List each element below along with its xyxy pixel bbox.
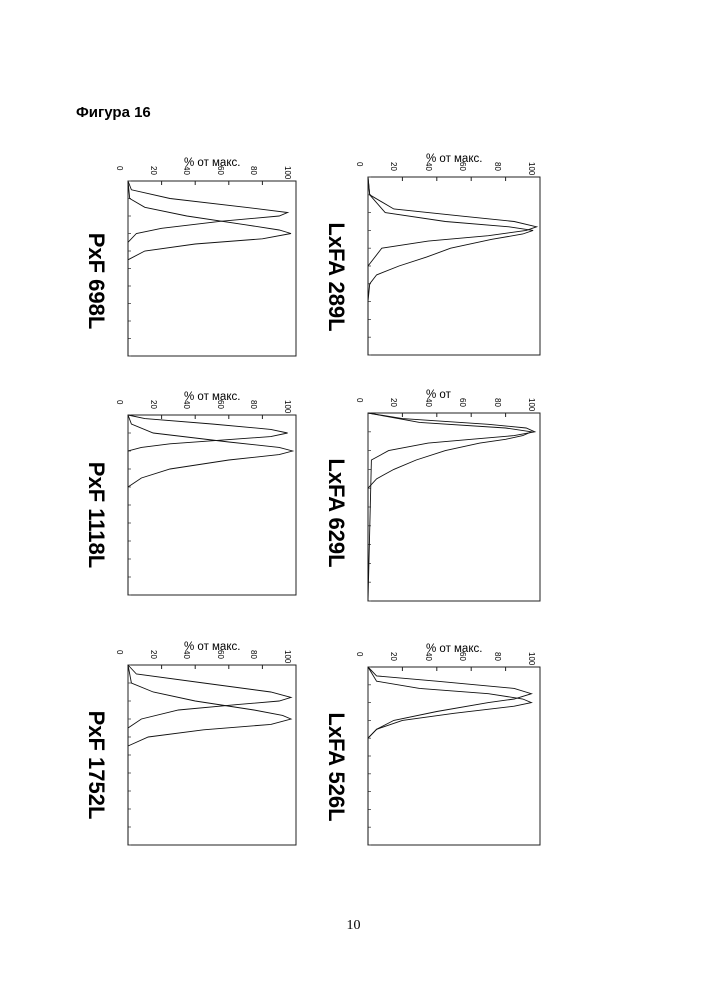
y-tick-label: 20 <box>149 400 158 409</box>
figure-title: Фигура 16 <box>76 104 151 121</box>
plot-frame <box>128 415 296 595</box>
y-tick-label: 80 <box>249 400 258 409</box>
y-axis-label: % от макс. <box>184 157 240 169</box>
histogram-svg <box>122 409 302 601</box>
y-tick-label: 20 <box>389 162 398 171</box>
y-tick-label: 40 <box>182 400 191 409</box>
y-tick-label: 80 <box>249 650 258 659</box>
histogram-series-2 <box>128 181 291 356</box>
plot-area <box>362 171 546 361</box>
histogram-series-2 <box>128 665 291 845</box>
y-tick-label: 100 <box>527 398 536 411</box>
histogram-series-1 <box>128 415 288 595</box>
y-tick-label: 60 <box>458 162 467 171</box>
page-number: 10 <box>0 918 707 934</box>
y-tick-label: 60 <box>216 650 225 659</box>
y-tick-label: 100 <box>283 650 292 663</box>
sample-label: PxF 1118L <box>79 430 113 600</box>
sample-label: LxFA 289L <box>319 192 353 362</box>
histogram-series-1 <box>128 181 288 356</box>
sample-label: LxFA 526L <box>319 682 353 852</box>
y-axis-label: % от макс. <box>426 643 482 655</box>
histogram-series-2 <box>368 177 537 355</box>
y-tick-label: 0 <box>355 398 364 402</box>
histogram-svg <box>362 661 546 851</box>
plot-frame <box>368 177 540 355</box>
histogram-svg <box>122 659 302 851</box>
y-tick-label: 40 <box>424 652 433 661</box>
plot-area <box>122 175 302 362</box>
y-tick-label: 20 <box>149 650 158 659</box>
y-tick-label: 20 <box>149 166 158 175</box>
y-tick-label: 80 <box>493 652 502 661</box>
histogram-series-2 <box>128 415 293 595</box>
y-tick-label: 100 <box>283 166 292 179</box>
histogram-series-1 <box>368 667 531 845</box>
y-tick-label: 100 <box>283 400 292 413</box>
plot-area <box>122 409 302 601</box>
y-tick-label: 100 <box>527 162 536 175</box>
y-tick-label: 0 <box>115 400 124 404</box>
y-axis-label: % от макс. <box>426 153 482 165</box>
y-tick-label: 40 <box>424 398 433 407</box>
plot-frame <box>128 181 296 356</box>
y-tick-label: 20 <box>389 398 398 407</box>
histogram-svg <box>122 175 302 362</box>
y-tick-label: 60 <box>216 166 225 175</box>
sample-label: PxF 1752L <box>79 680 113 850</box>
histogram-series-1 <box>368 177 533 355</box>
y-tick-label: 100 <box>527 652 536 665</box>
y-tick-label: 80 <box>493 162 502 171</box>
y-tick-label: 0 <box>115 166 124 170</box>
y-tick-label: 40 <box>182 166 191 175</box>
y-tick-label: 0 <box>355 652 364 656</box>
plot-area <box>122 659 302 851</box>
histogram-series-2 <box>368 413 535 601</box>
y-tick-label: 20 <box>389 652 398 661</box>
y-tick-label: 80 <box>249 166 258 175</box>
y-tick-label: 0 <box>355 162 364 166</box>
histogram-series-2 <box>368 667 531 845</box>
sample-label: PxF 698L <box>79 196 113 366</box>
histogram-svg <box>362 171 546 361</box>
y-tick-label: 60 <box>216 400 225 409</box>
y-axis-label: % от макс. <box>184 391 240 403</box>
y-tick-label: 60 <box>458 398 467 407</box>
y-axis-label: % от макс. <box>184 641 240 653</box>
plot-area <box>362 407 546 607</box>
sample-label: LxFA 629L <box>319 428 353 598</box>
plot-frame <box>368 667 540 845</box>
y-tick-label: 0 <box>115 650 124 654</box>
plot-area <box>362 661 546 851</box>
y-tick-label: 60 <box>458 652 467 661</box>
y-tick-label: 80 <box>493 398 502 407</box>
y-tick-label: 40 <box>182 650 191 659</box>
y-tick-label: 40 <box>424 162 433 171</box>
histogram-svg <box>362 407 546 607</box>
